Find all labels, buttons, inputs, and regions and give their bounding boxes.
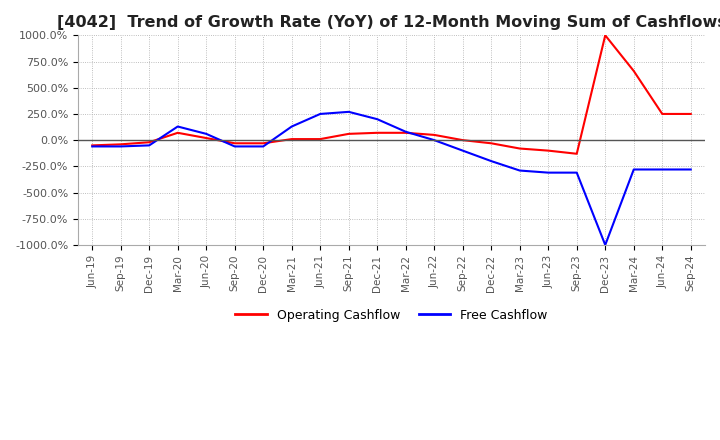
Free Cashflow	[487, 158, 495, 164]
Free Cashflow	[259, 144, 268, 149]
Operating Cashflow	[287, 136, 296, 142]
Free Cashflow	[88, 144, 96, 149]
Free Cashflow	[230, 144, 239, 149]
Free Cashflow	[202, 131, 210, 136]
Operating Cashflow	[686, 111, 695, 117]
Operating Cashflow	[316, 136, 325, 142]
Operating Cashflow	[259, 141, 268, 146]
Operating Cashflow	[202, 136, 210, 141]
Free Cashflow	[544, 170, 552, 175]
Operating Cashflow	[230, 141, 239, 146]
Operating Cashflow	[572, 151, 581, 156]
Operating Cashflow	[117, 142, 125, 147]
Operating Cashflow	[430, 132, 438, 138]
Free Cashflow	[287, 124, 296, 129]
Operating Cashflow	[88, 143, 96, 148]
Legend: Operating Cashflow, Free Cashflow: Operating Cashflow, Free Cashflow	[230, 304, 552, 327]
Operating Cashflow	[459, 138, 467, 143]
Free Cashflow	[516, 168, 524, 173]
Free Cashflow	[145, 143, 153, 148]
Operating Cashflow	[516, 146, 524, 151]
Free Cashflow	[344, 109, 353, 114]
Operating Cashflow	[174, 130, 182, 136]
Operating Cashflow	[629, 68, 638, 73]
Line: Operating Cashflow: Operating Cashflow	[92, 35, 690, 154]
Free Cashflow	[601, 242, 610, 248]
Operating Cashflow	[487, 141, 495, 146]
Line: Free Cashflow: Free Cashflow	[92, 112, 690, 245]
Free Cashflow	[686, 167, 695, 172]
Free Cashflow	[316, 111, 325, 117]
Free Cashflow	[459, 148, 467, 153]
Operating Cashflow	[658, 111, 667, 117]
Operating Cashflow	[402, 130, 410, 136]
Free Cashflow	[430, 138, 438, 143]
Free Cashflow	[402, 129, 410, 134]
Operating Cashflow	[344, 131, 353, 136]
Operating Cashflow	[601, 33, 610, 38]
Free Cashflow	[629, 167, 638, 172]
Operating Cashflow	[373, 130, 382, 136]
Operating Cashflow	[544, 148, 552, 153]
Operating Cashflow	[145, 139, 153, 145]
Free Cashflow	[572, 170, 581, 175]
Free Cashflow	[658, 167, 667, 172]
Free Cashflow	[117, 144, 125, 149]
Free Cashflow	[373, 117, 382, 122]
Title: [4042]  Trend of Growth Rate (YoY) of 12-Month Moving Sum of Cashflows: [4042] Trend of Growth Rate (YoY) of 12-…	[57, 15, 720, 30]
Free Cashflow	[174, 124, 182, 129]
